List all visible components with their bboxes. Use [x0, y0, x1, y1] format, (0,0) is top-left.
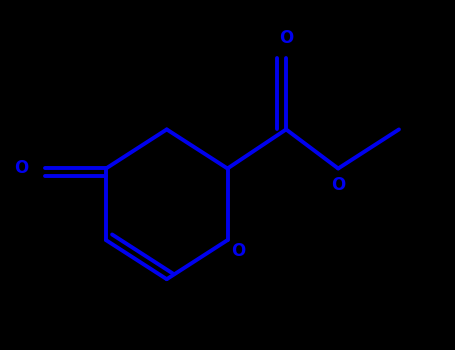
Text: O: O: [231, 242, 246, 260]
Text: O: O: [279, 29, 293, 47]
Text: O: O: [14, 160, 29, 177]
Text: O: O: [331, 176, 345, 194]
